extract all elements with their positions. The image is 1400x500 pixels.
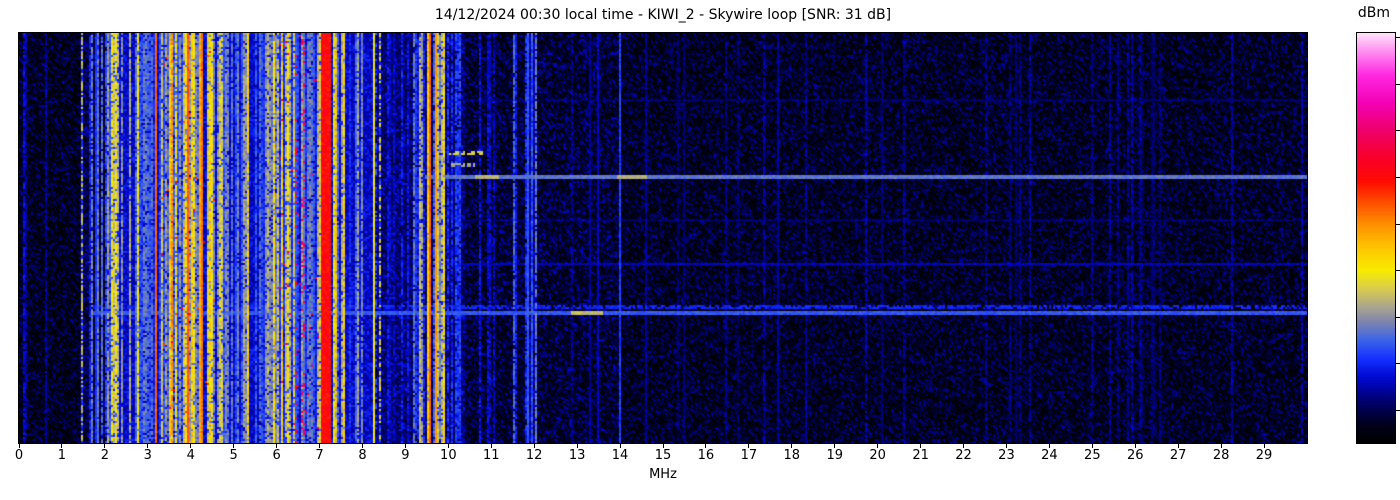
- x-tick-mark: [447, 444, 449, 448]
- colorbar-tick-mark: [1396, 37, 1400, 39]
- x-tick-mark: [1263, 444, 1265, 448]
- x-tick-mark: [147, 444, 149, 448]
- x-tick-label: 26: [1126, 448, 1144, 463]
- x-tick-label: 12: [525, 448, 543, 463]
- x-tick-mark: [1220, 444, 1222, 448]
- x-tick-label: 28: [1212, 448, 1230, 463]
- x-tick-label: 15: [654, 448, 672, 463]
- x-tick-label: 24: [1041, 448, 1058, 463]
- colorbar-tick-mark: [1396, 363, 1400, 365]
- x-tick-label: 21: [912, 448, 929, 463]
- x-tick-mark: [920, 444, 922, 448]
- x-tick-mark: [319, 444, 321, 448]
- x-tick-mark: [576, 444, 578, 448]
- x-tick-label: 5: [229, 448, 238, 463]
- colorbar-tick-mark: [1396, 223, 1400, 225]
- x-tick-mark: [190, 444, 192, 448]
- x-tick-mark: [877, 444, 879, 448]
- x-axis-label: MHz: [649, 467, 677, 482]
- figure-title: 14/12/2024 00:30 local time - KIWI_2 - S…: [434, 7, 892, 23]
- x-tick-label: 2: [100, 448, 109, 463]
- x-tick-mark: [619, 444, 621, 448]
- x-tick-label: 19: [826, 448, 843, 463]
- colorbar-tick-mark: [1396, 130, 1400, 132]
- x-tick-mark: [705, 444, 707, 448]
- x-tick-mark: [963, 444, 965, 448]
- x-tick-mark: [834, 444, 836, 448]
- x-tick-mark: [276, 444, 278, 448]
- colorbar-tick-mark: [1396, 316, 1400, 318]
- x-tick-label: 23: [998, 448, 1015, 463]
- colorbar: [1356, 32, 1396, 444]
- x-tick-label: 18: [783, 448, 801, 463]
- x-tick-mark: [361, 444, 363, 448]
- x-tick-label: 9: [401, 448, 410, 463]
- colorbar-tick-mark: [1396, 176, 1400, 178]
- x-tick-mark: [1177, 444, 1179, 448]
- x-tick-mark: [61, 444, 63, 448]
- x-tick-mark: [404, 444, 406, 448]
- x-tick-label: 13: [568, 448, 586, 463]
- x-tick-label: 7: [315, 448, 324, 463]
- x-tick-mark: [233, 444, 235, 448]
- x-tick-label: 20: [869, 448, 886, 463]
- x-tick-mark: [18, 444, 20, 448]
- x-tick-label: 27: [1169, 448, 1187, 463]
- x-tick-mark: [662, 444, 664, 448]
- x-tick-label: 11: [482, 448, 500, 463]
- x-tick-mark: [1091, 444, 1093, 448]
- x-tick-label: 6: [272, 448, 281, 463]
- x-tick-mark: [104, 444, 106, 448]
- waterfall-plot-area: [18, 32, 1308, 444]
- x-tick-mark: [1134, 444, 1136, 448]
- colorbar-tick-mark: [1396, 83, 1400, 85]
- x-tick-mark: [791, 444, 793, 448]
- x-tick-label: 29: [1255, 448, 1273, 463]
- x-tick-label: 17: [740, 448, 758, 463]
- x-tick-label: 14: [611, 448, 629, 463]
- colorbar-tick-mark: [1396, 409, 1400, 411]
- x-tick-label: 8: [358, 448, 367, 463]
- colorbar-canvas: [1357, 33, 1395, 443]
- x-tick-label: 0: [14, 448, 24, 463]
- colorbar-unit-label: dBm: [1357, 5, 1391, 21]
- x-tick-mark: [533, 444, 535, 448]
- x-tick-mark: [748, 444, 750, 448]
- x-tick-label: 25: [1084, 448, 1101, 463]
- x-tick-mark: [1005, 444, 1007, 448]
- spectrogram-canvas: [19, 33, 1307, 443]
- x-tick-label: 3: [143, 448, 152, 463]
- x-tick-label: 1: [57, 448, 67, 463]
- x-tick-label: 22: [955, 448, 972, 463]
- x-tick-mark: [1048, 444, 1050, 448]
- x-tick-label: 4: [186, 448, 195, 463]
- x-tick-mark: [490, 444, 492, 448]
- x-tick-label: 16: [697, 448, 715, 463]
- colorbar-tick-mark: [1396, 270, 1400, 272]
- x-tick-label: 10: [440, 448, 457, 463]
